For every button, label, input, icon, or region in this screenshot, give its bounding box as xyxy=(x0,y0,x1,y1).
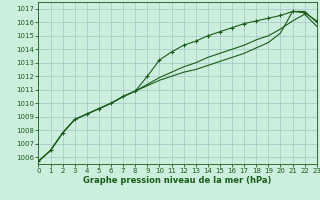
X-axis label: Graphe pression niveau de la mer (hPa): Graphe pression niveau de la mer (hPa) xyxy=(84,176,272,185)
